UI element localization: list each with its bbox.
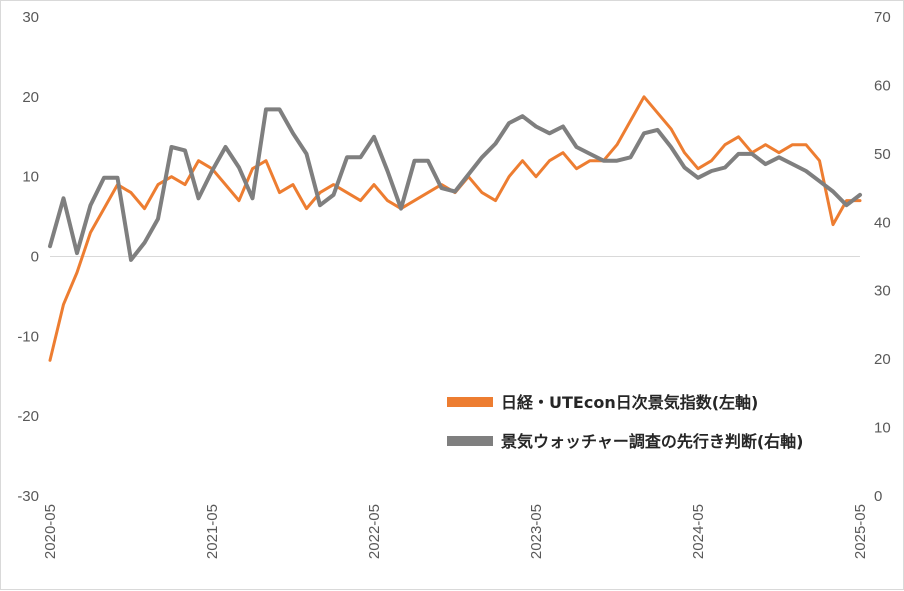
left-tick-label: -30: [17, 488, 39, 505]
right-tick-label: 30: [874, 283, 891, 300]
right-tick-label: 60: [874, 77, 891, 94]
x-tick-label: 2025-05: [852, 504, 869, 559]
right-axis-ticks: 0 10 20 30 40 50 60 70: [874, 9, 891, 505]
left-tick-label: -10: [17, 328, 39, 345]
legend-label-series-1: 日経・UTEcon日次景気指数(左軸): [501, 393, 758, 412]
x-tick-label: 2022-05: [366, 504, 383, 559]
legend-item-series-1: 日経・UTEcon日次景気指数(左軸): [447, 393, 758, 412]
right-tick-label: 20: [874, 351, 891, 368]
x-tick-label: 2023-05: [528, 504, 545, 559]
left-axis-ticks: -30 -20 -10 0 10 20 30: [17, 9, 39, 505]
legend-swatch-series-1: [447, 397, 493, 407]
left-tick-label: -20: [17, 408, 39, 425]
legend-label-series-2: 景気ウォッチャー調査の先行き判断(右軸): [501, 432, 803, 451]
legend-swatch-series-2: [447, 436, 493, 446]
series-layer: [48, 95, 862, 362]
right-tick-label: 50: [874, 146, 891, 163]
x-tick-label: 2020-05: [42, 504, 59, 559]
series-line-1: [48, 95, 862, 362]
left-tick-label: 20: [22, 89, 39, 106]
right-tick-label: 70: [874, 9, 891, 26]
left-tick-label: 0: [31, 249, 39, 266]
right-tick-label: 10: [874, 420, 891, 437]
legend: 日経・UTEcon日次景気指数(左軸) 景気ウォッチャー調査の先行き判断(右軸): [447, 393, 803, 451]
x-tick-label: 2024-05: [690, 504, 707, 559]
x-axis-ticks: 2020-05 2021-05 2022-05 2023-05 2024-05 2025-…: [42, 504, 869, 559]
right-tick-label: 40: [874, 214, 891, 231]
series-line-2: [48, 107, 862, 262]
left-tick-label: 30: [22, 9, 39, 26]
legend-item-series-2: 景気ウォッチャー調査の先行き判断(右軸): [447, 432, 803, 451]
x-tick-label: 2021-05: [204, 504, 221, 559]
right-tick-label: 0: [874, 488, 882, 505]
left-tick-label: 10: [22, 169, 39, 186]
